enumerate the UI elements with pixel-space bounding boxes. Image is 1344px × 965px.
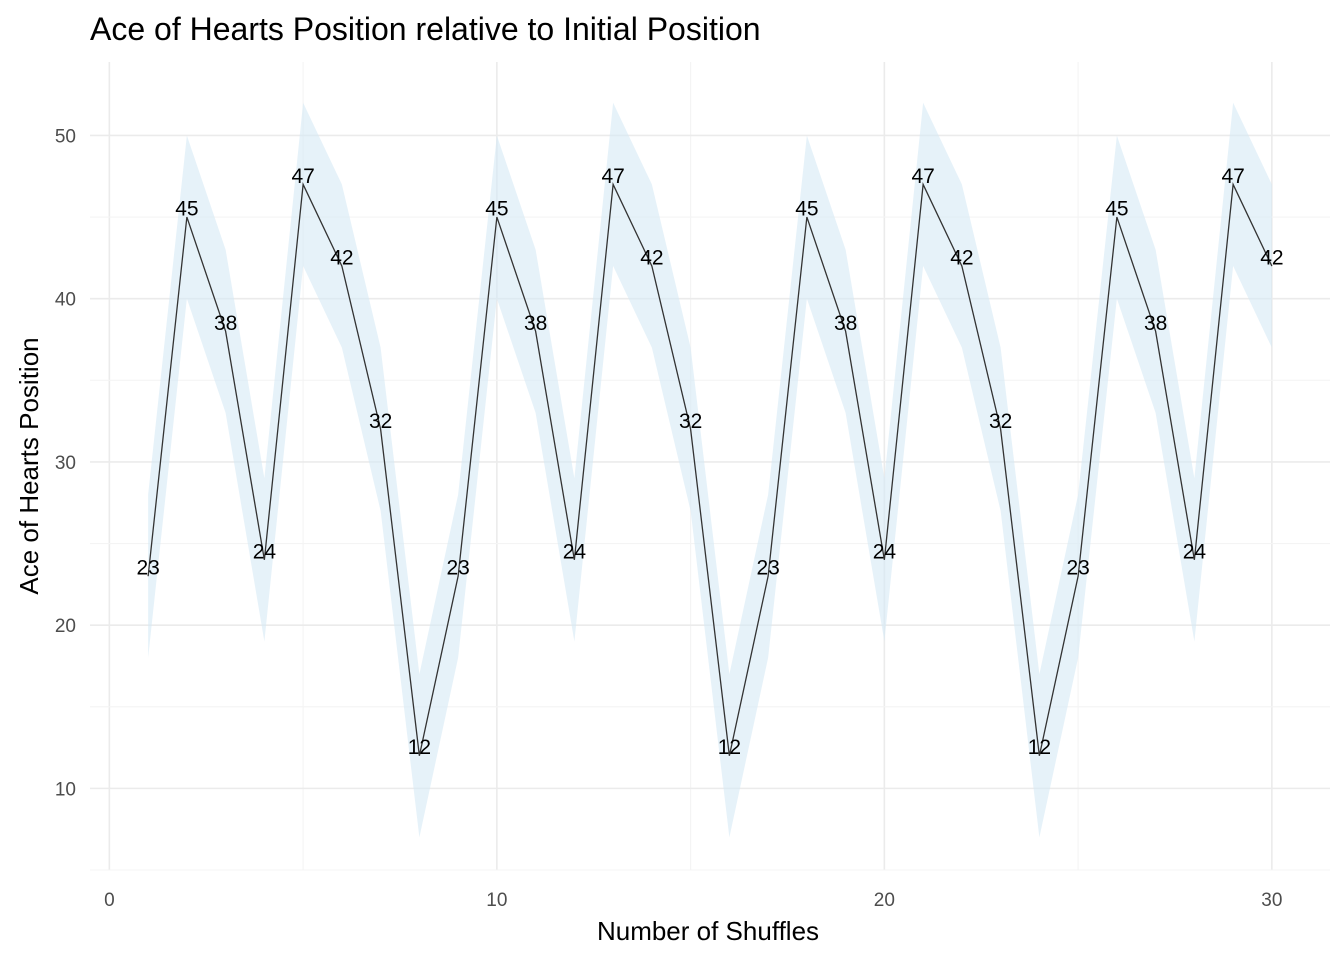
- data-label: 23: [446, 557, 469, 580]
- grid: [90, 62, 1330, 871]
- data-label: 42: [640, 247, 663, 270]
- x-tick-label: 10: [486, 890, 507, 911]
- data-label: 12: [1028, 736, 1051, 759]
- y-tick-label: 50: [55, 126, 76, 147]
- series-path: [147, 182, 1273, 756]
- data-label: 42: [330, 247, 353, 270]
- data-label: 24: [1183, 540, 1207, 563]
- data-label: 23: [756, 557, 779, 580]
- data-label: 45: [485, 198, 508, 221]
- x-tick-label: 30: [1261, 890, 1282, 911]
- confidence-band: [148, 102, 1272, 838]
- y-axis-label: Ace of Hearts Position: [14, 337, 44, 594]
- data-label: 45: [1105, 198, 1128, 221]
- data-label: 24: [873, 540, 897, 563]
- data-label: 24: [253, 540, 277, 563]
- chart-title: Ace of Hearts Position relative to Initi…: [90, 11, 761, 47]
- data-label: 38: [1144, 312, 1167, 335]
- y-axis-ticks: 10 20 30 40 50: [55, 126, 76, 800]
- data-label: 12: [408, 736, 431, 759]
- data-label: 12: [718, 736, 741, 759]
- series-line: [147, 182, 1273, 756]
- data-label: 42: [950, 247, 973, 270]
- y-tick-label: 20: [55, 616, 76, 637]
- data-label: 47: [911, 165, 934, 188]
- data-label: 32: [369, 410, 392, 433]
- data-label: 23: [1066, 557, 1089, 580]
- x-tick-label: 0: [104, 890, 115, 911]
- confidence-band-area: [148, 102, 1272, 838]
- y-tick-label: 10: [55, 779, 76, 800]
- x-axis-label: Number of Shuffles: [597, 916, 819, 946]
- x-axis-ticks: 0 10 20 30: [104, 890, 1282, 911]
- data-label: 23: [136, 557, 159, 580]
- data-label: 47: [601, 165, 624, 188]
- data-label: 47: [1221, 165, 1244, 188]
- y-tick-label: 40: [55, 290, 76, 311]
- data-label: 42: [1260, 247, 1283, 270]
- data-label: 38: [214, 312, 237, 335]
- data-label: 38: [834, 312, 857, 335]
- data-label: 32: [989, 410, 1012, 433]
- data-label: 47: [291, 165, 314, 188]
- data-label: 38: [524, 312, 547, 335]
- data-label: 24: [563, 540, 587, 563]
- x-tick-label: 20: [874, 890, 895, 911]
- data-label: 32: [679, 410, 702, 433]
- data-labels: 23 45 38 24 47 42 32 12 23 45 38 24 47 42 32 12 23 45 38 24…: [136, 165, 1283, 759]
- y-tick-label: 30: [55, 453, 76, 474]
- data-label: 45: [795, 198, 818, 221]
- data-label: 45: [175, 198, 198, 221]
